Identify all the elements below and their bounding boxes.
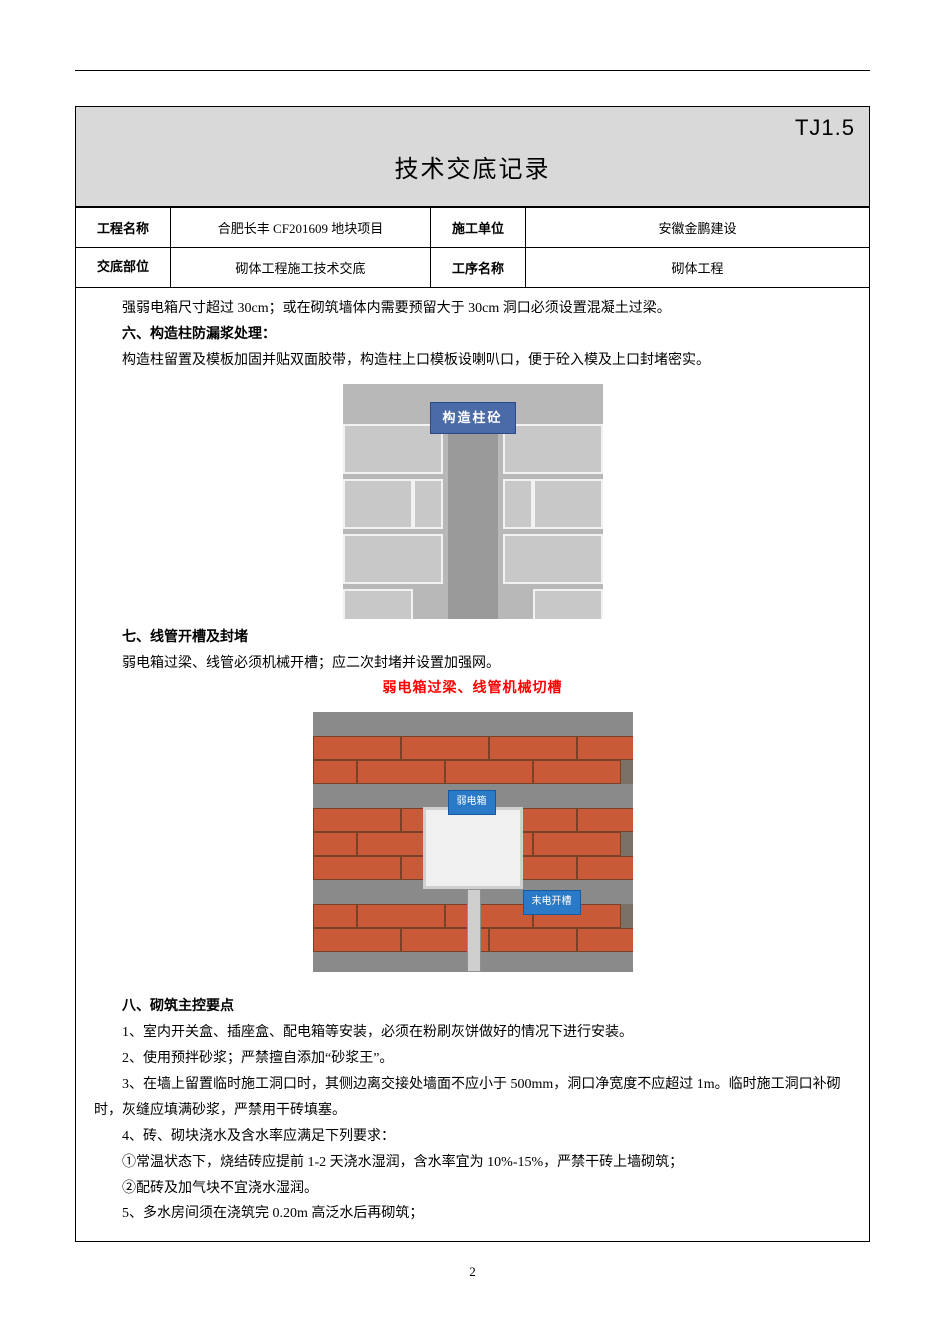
section-6-title: 六、构造柱防漏浆处理：	[94, 322, 851, 348]
table-row: 工程名称 合肥长丰 CF201609 地块项目 施工单位 安徽金鹏建设	[76, 208, 870, 248]
section-8-item-4: 4、砖、砌块浇水及含水率应满足下列要求：	[94, 1124, 851, 1150]
value-project-name: 合肥长丰 CF201609 地块项目	[171, 208, 431, 248]
document-header: TJ1.5 技术交底记录	[75, 106, 870, 207]
label-process: 工序名称	[431, 248, 526, 288]
figure-1-label: 构造柱砼	[429, 402, 515, 434]
top-rule	[75, 70, 870, 71]
document-body: 强弱电箱尺寸超过 30cm；或在砌筑墙体内需要预留大于 30cm 洞口必须设置混…	[75, 288, 870, 1242]
section-7-title: 七、线管开槽及封堵	[94, 625, 851, 651]
figure-1-image: 构造柱砼	[343, 384, 603, 619]
doc-title: 技术交底记录	[76, 141, 869, 206]
label-location: 交底部位	[76, 248, 171, 288]
section-6-text: 构造柱留置及模板加固并贴双面胶带，构造柱上口模板设喇叭口，便于砼入模及上口封堵密…	[94, 348, 851, 374]
value-process: 砌体工程	[526, 248, 870, 288]
section-8-item-1: 1、室内开关盒、插座盒、配电箱等安装，必须在粉刷灰饼做好的情况下进行安装。	[94, 1020, 851, 1046]
intro-paragraph: 强弱电箱尺寸超过 30cm；或在砌筑墙体内需要预留大于 30cm 洞口必须设置混…	[94, 296, 851, 322]
section-7-text: 弱电箱过梁、线管必须机械开槽；应二次封堵并设置加强网。	[94, 651, 851, 677]
figure-2-tag-2: 末电开槽	[523, 890, 581, 915]
info-table: 工程名称 合肥长丰 CF201609 地块项目 施工单位 安徽金鹏建设 交底部位…	[75, 207, 870, 288]
section-8-item-4b: ②配砖及加气块不宜浇水湿润。	[94, 1176, 851, 1202]
figure-2-caption: 弱电箱过梁、线管机械切槽	[94, 676, 851, 702]
section-8-title: 八、砌筑主控要点	[94, 994, 851, 1020]
doc-code: TJ1.5	[76, 107, 869, 141]
label-project-name: 工程名称	[76, 208, 171, 248]
electrical-box-icon	[423, 807, 523, 889]
figure-1: 构造柱砼	[94, 384, 851, 619]
label-contractor: 施工单位	[431, 208, 526, 248]
figure-2-image: 弱电箱 末电开槽	[313, 712, 633, 972]
section-8-item-4a: ①常温状态下，烧结砖应提前 1-2 天浇水湿润，含水率宜为 10%-15%，严禁…	[94, 1150, 851, 1176]
value-contractor: 安徽金鹏建设	[526, 208, 870, 248]
value-location: 砌体工程施工技术交底	[171, 248, 431, 288]
section-8-item-2: 2、使用预拌砂浆；严禁擅自添加“砂浆王”。	[94, 1046, 851, 1072]
table-row: 交底部位 砌体工程施工技术交底 工序名称 砌体工程	[76, 248, 870, 288]
page-number: 2	[75, 1264, 870, 1280]
figure-2: 弱电箱 末电开槽	[94, 712, 851, 972]
conduit-icon	[467, 889, 481, 972]
section-8-item-3: 3、在墙上留置临时施工洞口时，其侧边离交接处墙面不应小于 500mm，洞口净宽度…	[94, 1072, 851, 1124]
section-8-item-5: 5、多水房间须在浇筑完 0.20m 高泛水后再砌筑；	[94, 1201, 851, 1227]
figure-2-tag-1: 弱电箱	[448, 790, 496, 815]
